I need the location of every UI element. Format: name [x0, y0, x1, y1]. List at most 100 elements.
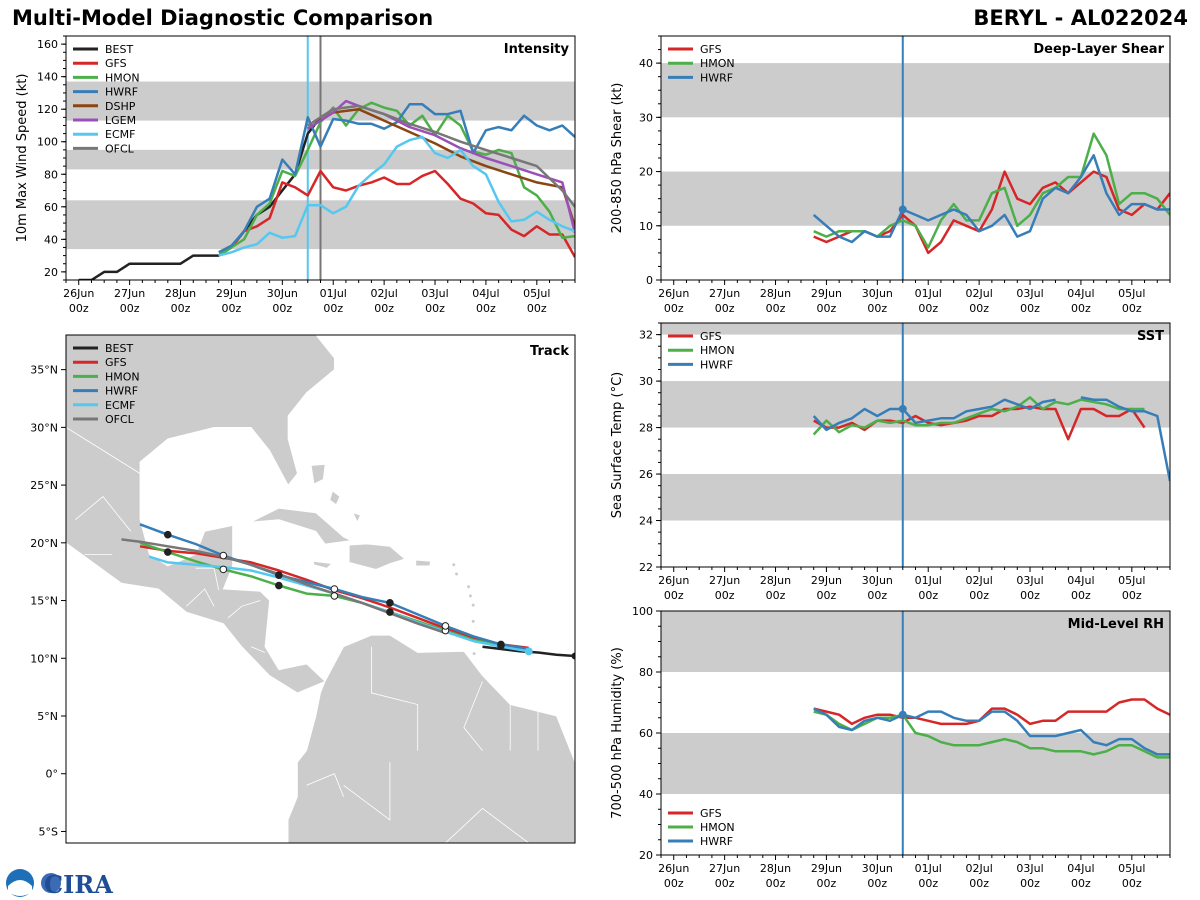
series-line-hmon — [812, 396, 1145, 436]
land-group — [66, 335, 575, 843]
y-tick-label: 20 — [639, 849, 653, 862]
series-line-lgem — [307, 99, 575, 234]
island-dot — [472, 652, 476, 656]
y-tick-label: 40 — [44, 233, 58, 246]
country-border — [195, 567, 220, 591]
x-tick-label: 02Jul 00z — [965, 574, 992, 602]
x-tick-label-line: 00z — [969, 589, 989, 602]
current-time-marker — [898, 404, 907, 413]
lat-tick-label: 10°N — [30, 652, 58, 665]
x-tick-label-line: 29Jun — [216, 287, 247, 300]
x-tick-label-line: 00z — [867, 877, 887, 890]
shade-band — [661, 171, 1170, 226]
x-tick-label-line: 03Jul — [421, 287, 448, 300]
shade-band — [661, 323, 1170, 335]
cira-logo-text: CIRA — [44, 870, 113, 898]
land-polygon — [329, 490, 341, 506]
legend-entry: DSHP — [105, 100, 136, 113]
track-marker — [386, 599, 394, 607]
x-tick-label: 01Jul 00z — [915, 287, 942, 315]
country-border — [371, 646, 419, 751]
y-tick-label: 100 — [37, 136, 58, 149]
x-tick-label: 04Jul 00z — [1067, 862, 1094, 890]
x-tick-label-line: 03Jul — [1016, 862, 1043, 875]
x-tick-label-line: 03Jul — [1016, 574, 1043, 587]
y-tick-label: 100 — [632, 605, 653, 618]
series-line-gfs — [218, 169, 575, 258]
y-tick-label: 60 — [44, 201, 58, 214]
x-tick-label-line: 29Jun — [811, 287, 842, 300]
y-tick-label: 120 — [37, 103, 58, 116]
legend-entry: LGEM — [105, 114, 136, 127]
country-border — [250, 646, 266, 653]
y-axis-label: 200-850 hPa Shear (kt) — [610, 83, 625, 234]
x-tick-label: 26Jun 00z — [658, 862, 689, 890]
y-tick-label: 24 — [639, 515, 653, 528]
track-marker — [497, 640, 505, 649]
x-tick-label: 03Jul 00z — [1016, 287, 1043, 315]
x-tick-label: 29Jun 00z — [216, 287, 247, 315]
x-tick-label-line: 27Jun — [114, 287, 145, 300]
axes-frame — [660, 322, 1171, 568]
current-time-marker — [898, 710, 907, 719]
country-border — [445, 807, 529, 843]
x-tick-label-line: 00z — [120, 302, 140, 315]
y-tick-label: 80 — [639, 666, 653, 679]
x-tick-label-line: 00z — [918, 877, 938, 890]
x-tick-label-line: 00z — [425, 302, 445, 315]
x-tick-label-line: 29Jun — [811, 574, 842, 587]
x-tick-label-line: 04Jul — [1067, 862, 1094, 875]
y-tick-label: 26 — [639, 468, 653, 481]
y-tick-label: 0 — [646, 274, 653, 287]
y-axis-label: 700-500 hPa Humidity (%) — [610, 647, 625, 819]
lat-tick-label: 5°N — [37, 710, 58, 723]
land-polygon — [415, 559, 432, 567]
track-marker — [330, 585, 339, 593]
x-tick-label: 05Jul 00z — [1118, 574, 1145, 602]
x-tick-label: 01Jul 00z — [915, 574, 942, 602]
x-tick-label-line: 00z — [715, 302, 735, 315]
x-tick-label-line: 00z — [1020, 589, 1040, 602]
island-dot — [455, 572, 459, 576]
series-line-ofcl — [307, 104, 575, 208]
x-tick-label-line: 02Jul — [965, 862, 992, 875]
x-tick-label-line: 00z — [1122, 302, 1142, 315]
y-axis-label: Sea Surface Temp (°C) — [610, 372, 625, 519]
x-tick-label: 27Jun 00z — [709, 287, 740, 315]
country-border — [343, 762, 391, 821]
x-tick-label: 01Jul 00z — [320, 287, 347, 315]
y-tick-label: 30 — [639, 111, 653, 124]
x-tick-label-line: 27Jun — [709, 574, 740, 587]
band-group — [661, 323, 1170, 521]
land-polygon — [312, 560, 333, 569]
y-tick-label: 80 — [44, 168, 58, 181]
x-tick-label-line: 00z — [323, 302, 343, 315]
y-tick-label: 30 — [639, 375, 653, 388]
legend-entry: GFS — [105, 57, 127, 70]
x-tick-label-line: 00z — [867, 589, 887, 602]
x-tick-label: 28Jun 00z — [760, 862, 791, 890]
x-tick-label-line: 27Jun — [709, 287, 740, 300]
series-line-dshp — [307, 107, 575, 227]
x-tick-label: 04Jul 00z — [472, 287, 499, 315]
x-tick-label-line: 00z — [664, 302, 684, 315]
x-tick-label-line: 05Jul — [1118, 287, 1145, 300]
x-tick-label: 29Jun 00z — [811, 287, 842, 315]
x-tick-label: 27Jun 00z — [709, 862, 740, 890]
lat-tick-label: 5°S — [39, 825, 58, 838]
x-tick-label-line: 30Jun — [862, 574, 893, 587]
x-tick-label-line: 00z — [715, 877, 735, 890]
x-tick-label: 02Jul 00z — [965, 287, 992, 315]
x-tick-label-line: 04Jul — [472, 287, 499, 300]
x-tick-label-line: 01Jul — [320, 287, 347, 300]
x-tick-label-line: 00z — [1071, 589, 1091, 602]
shade-band — [661, 63, 1170, 118]
x-tick-label-line: 00z — [1071, 302, 1091, 315]
country-border — [306, 773, 344, 797]
x-tick-label-line: 29Jun — [811, 862, 842, 875]
series-group — [813, 698, 1170, 759]
x-tick-label: 05Jul 00z — [1118, 287, 1145, 315]
track-marker — [571, 652, 575, 660]
series-line-gfs — [813, 698, 1170, 726]
